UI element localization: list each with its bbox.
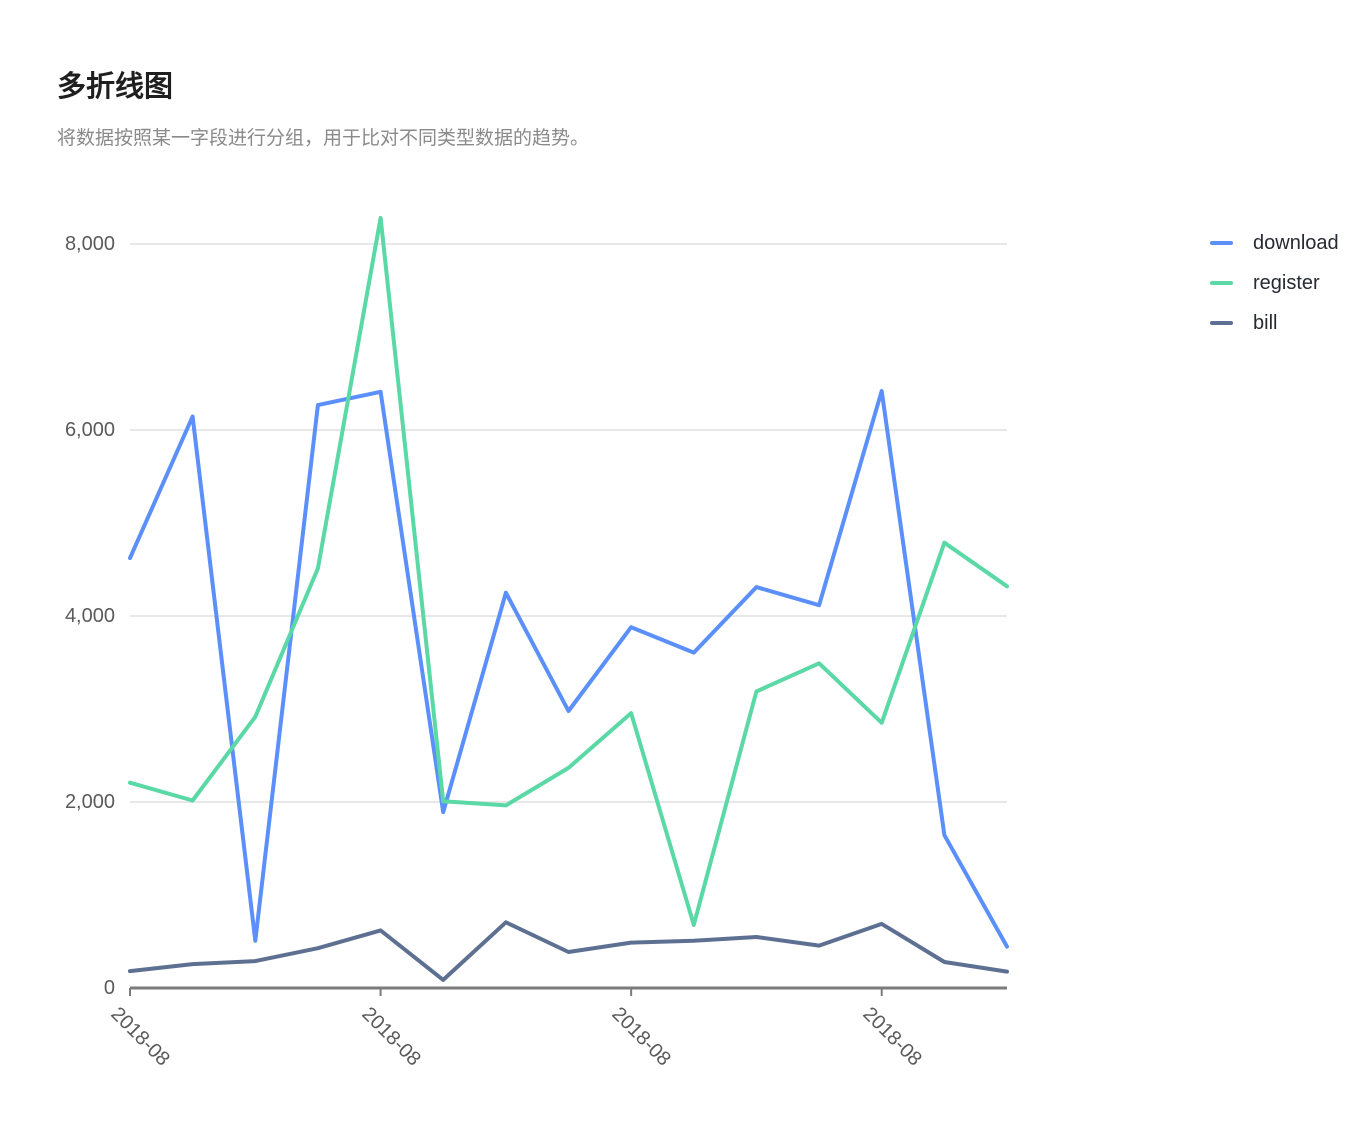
legend-label: bill [1253,312,1278,334]
legend-label: register [1253,272,1320,294]
legend-item-bill[interactable]: bill [1210,303,1339,343]
y-axis-tick-label: 6,000 [64,419,115,441]
line-series-bill [128,920,1009,982]
y-axis-tick-label: 8,000 [64,233,115,255]
legend: download register bill [1210,223,1339,343]
line-series-download [128,389,1009,949]
legend-item-download[interactable]: download [1210,223,1339,263]
line-series-register [128,215,1009,927]
y-axis-tick-label: 0 [103,977,115,999]
legend-line-marker-icon [1210,321,1233,325]
y-axis-tick-label: 2,000 [64,791,115,813]
legend-item-register[interactable]: register [1210,263,1339,303]
legend-line-marker-icon [1210,241,1233,245]
y-axis-tick-label: 4,000 [64,605,115,627]
chart-subtitle: 将数据按照某一字段进行分组，用于比对不同类型数据的趋势。 [57,128,590,149]
legend-label: download [1253,232,1339,254]
legend-line-marker-icon [1210,281,1233,285]
chart-title: 多折线图 [57,71,174,103]
